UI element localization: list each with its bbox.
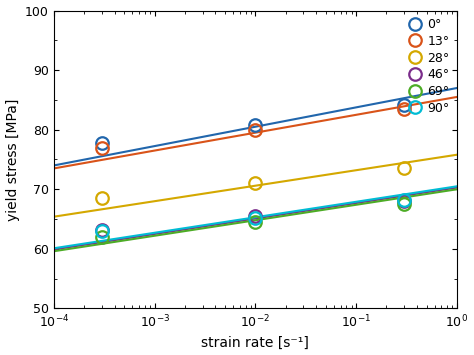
Legend: 0°, 13°, 28°, 46°, 69°, 90°: 0°, 13°, 28°, 46°, 69°, 90° [403,13,455,120]
Y-axis label: yield stress [MPa]: yield stress [MPa] [6,98,19,221]
X-axis label: strain rate [s⁻¹]: strain rate [s⁻¹] [201,335,310,349]
